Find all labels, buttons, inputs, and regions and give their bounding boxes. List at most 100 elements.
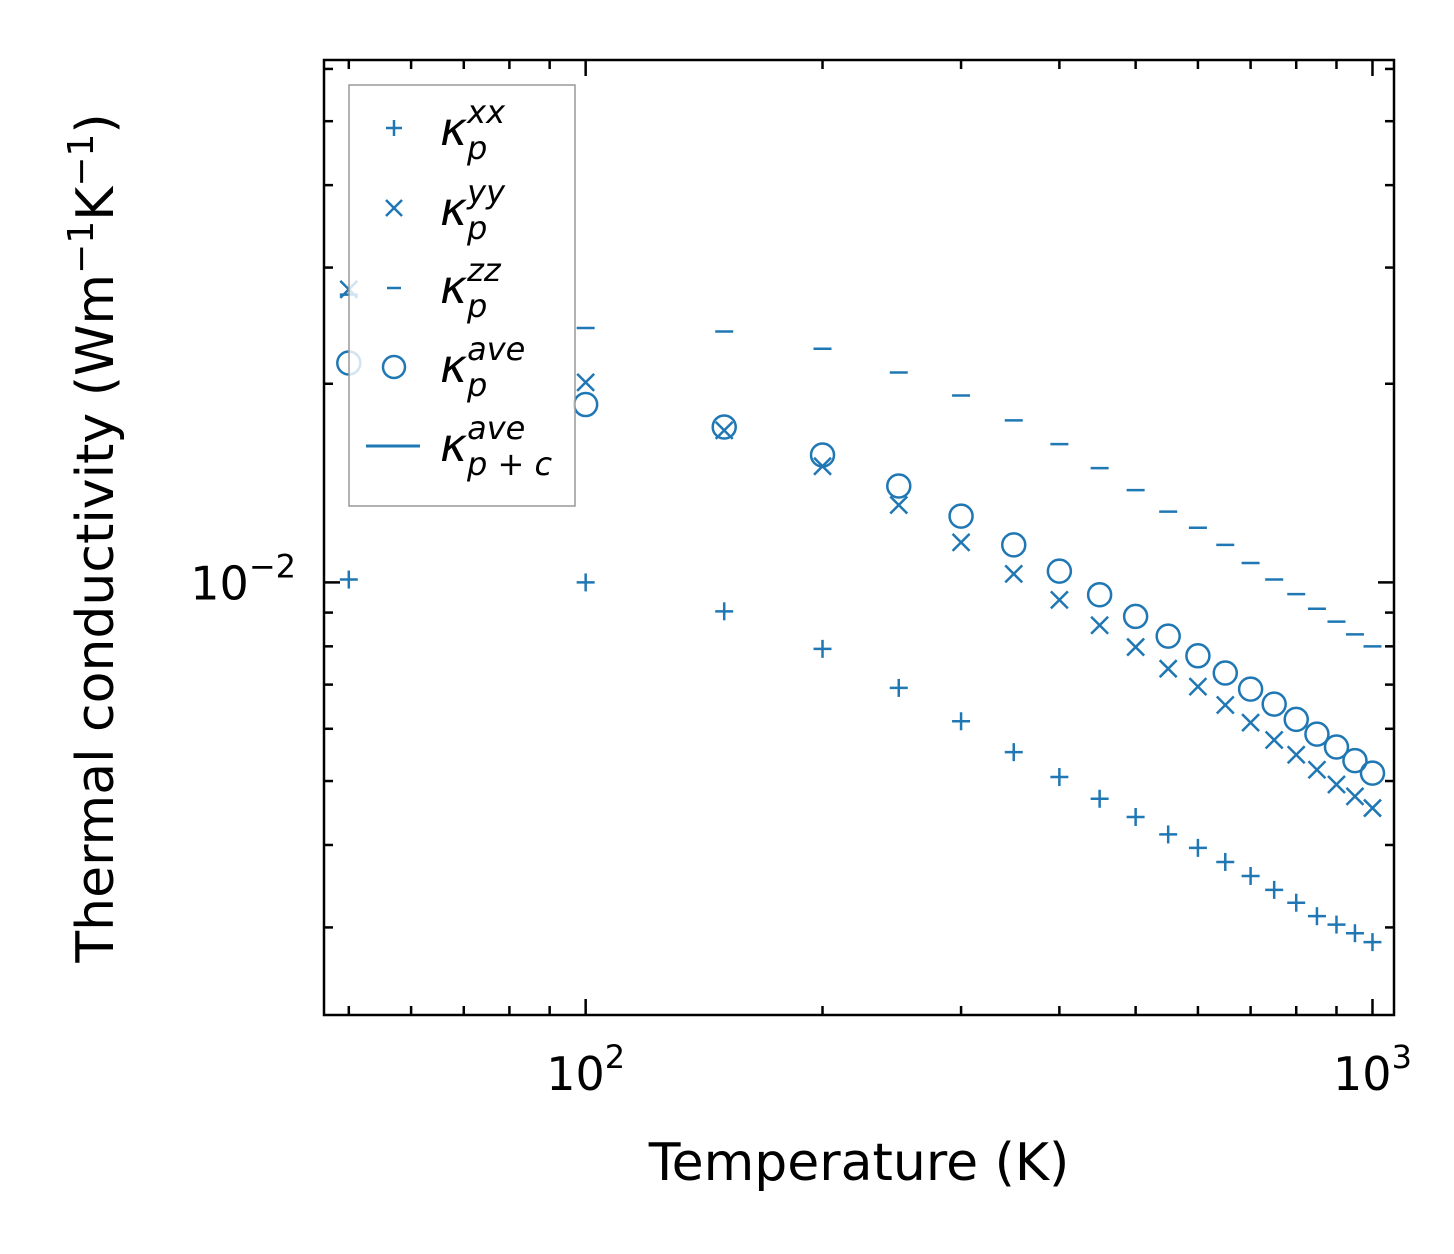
x-diag-2 <box>1264 730 1284 750</box>
legend-marker-kp-yy <box>385 199 403 217</box>
series-kp-xx-point <box>1363 933 1382 952</box>
legend-kp-yy-sub: p <box>466 209 487 247</box>
x-diag-2 <box>1158 659 1178 679</box>
series-kp-yy-point <box>889 495 909 515</box>
x-diag-2 <box>889 495 909 515</box>
series-kp-yy-point <box>1286 745 1306 765</box>
series-kp-xx-point <box>1345 924 1364 943</box>
series-kp-xx-point <box>1050 768 1069 787</box>
legend-label-kp-ave: κave p <box>440 330 525 404</box>
legend-label-kp-zz: κzz p <box>440 251 502 325</box>
series-kp-yy-point <box>1158 659 1178 679</box>
legend-kpc-ave-base: κ <box>440 418 467 472</box>
y-axis-label: Thermal conductivity (Wm−1K−1) <box>61 113 126 963</box>
series-kp-xx-point <box>813 639 832 658</box>
series-kp-ave-point <box>1323 734 1350 760</box>
series-kp-xx-point <box>1307 907 1326 926</box>
legend-kp-zz-sup: zz <box>466 251 502 289</box>
y-axis-label-exp2: −1 <box>61 134 102 187</box>
series-kp-xx-point <box>1216 852 1235 871</box>
series-kp-xx-point <box>889 678 908 697</box>
series-kp-xx-point <box>1126 808 1145 827</box>
series-kp-ave-point <box>1000 532 1027 558</box>
plot-frame <box>322 58 1396 1017</box>
y-tick-label-exp: −2 <box>249 547 296 585</box>
series-kp-yy-point <box>1188 677 1208 697</box>
legend-kp-zz-base: κ <box>440 260 467 314</box>
legend-label-kpc-ave: κave p + c <box>440 409 552 483</box>
x-diag-2 <box>1286 745 1306 765</box>
series-kp-yy-point <box>1004 564 1024 584</box>
data-markers <box>336 280 1386 952</box>
series-kp-yy-point <box>1126 637 1146 657</box>
x-tick-label-exp: 3 <box>1392 1038 1412 1076</box>
axis-ticks <box>324 60 1394 1015</box>
series-kp-xx-point <box>715 602 734 621</box>
series-kp-yy-point <box>1241 713 1260 733</box>
series-kp-ave-point <box>1261 691 1287 717</box>
legend-kp-yy-base: κ <box>440 182 467 236</box>
x-tick-label-exp: 2 <box>605 1038 625 1076</box>
legend-kp-xx-sup: xx <box>466 93 506 131</box>
series-kp-xx-point <box>1287 893 1306 912</box>
series-kp-ave-point <box>1122 603 1149 630</box>
x-diag-2 <box>576 372 596 392</box>
x-diag-2 <box>1327 775 1346 794</box>
x-diag-2 <box>1049 590 1069 610</box>
series-kp-xx-point <box>1265 880 1284 899</box>
legend-marker-kp-ave <box>381 354 407 380</box>
x-diag-2 <box>1345 786 1365 806</box>
legend-kp-ave-sub: p <box>466 366 487 404</box>
x-tick-label-base: 10 <box>1333 1047 1392 1101</box>
legend-kp-zz-sub: p <box>466 287 487 325</box>
x-diag-2 <box>1126 637 1146 657</box>
y-axis-label-close: ) <box>66 113 126 133</box>
x-diag-2 <box>1363 798 1382 818</box>
x-diag-2 <box>1307 760 1327 780</box>
x-tick-label-base: 10 <box>546 1047 605 1101</box>
series-kp-ave-point <box>1304 721 1330 747</box>
legend-box <box>348 84 576 507</box>
legend-kp-xx-sub: p <box>466 129 487 167</box>
series-kp-ave-point <box>1359 760 1386 786</box>
legend: κxx p κyy p κzz p κave p κave p + c <box>348 84 576 507</box>
legend-kp-ave-sup: ave <box>467 330 525 368</box>
series-kp-ave-point <box>1046 558 1073 584</box>
series-kp-xx-point <box>1090 789 1109 808</box>
x-axis-label: Temperature (K) <box>648 1133 1070 1193</box>
series-kp-ave-point <box>711 414 737 440</box>
y-axis-label-main: Thermal conductivity (Wm <box>66 274 126 964</box>
series-kp-yy-point <box>951 532 971 552</box>
legend-marker-kp-xx <box>386 120 402 136</box>
legend-kp-yy-sup: yy <box>466 173 506 211</box>
series-kp-ave-point <box>948 503 974 529</box>
series-kp-ave-point <box>1155 623 1181 649</box>
legend-kp-ave-base: κ <box>440 339 467 393</box>
series-kp-xx-point <box>1327 915 1346 934</box>
series-kp-xx-point <box>1004 743 1023 762</box>
series-kp-ave-point <box>1342 747 1368 774</box>
legend-kp-xx-base: κ <box>440 102 467 156</box>
legend-label-kp-yy: κyy p <box>440 173 506 247</box>
series-kp-ave-point <box>1212 660 1239 686</box>
series-kp-xx-point <box>1159 825 1178 844</box>
series-kp-yy-point <box>1327 775 1346 794</box>
y-axis-label-exp1: −1 <box>61 221 102 274</box>
series-kp-ave-point <box>1086 581 1113 608</box>
series-kp-xx-point <box>339 570 358 589</box>
series-kp-ave-point <box>1283 706 1309 733</box>
series-kp-yy-point <box>1307 760 1327 780</box>
x-tick-label-1: 103 <box>1333 1038 1412 1101</box>
legend-kpc-ave-sub: p + c <box>466 445 552 483</box>
series-kp-xx-point <box>1188 838 1207 857</box>
x-diag-2 <box>1188 677 1208 697</box>
x-diag-2 <box>1215 695 1235 715</box>
y-axis-label-k: K <box>66 185 126 221</box>
series-kp-yy-point <box>1215 695 1235 715</box>
series-kp-yy-point <box>1264 730 1284 750</box>
legend-label-kp-xx: κxx p <box>440 93 506 167</box>
x-tick-label-0: 102 <box>546 1038 625 1101</box>
series-kp-ave-point <box>886 473 912 499</box>
